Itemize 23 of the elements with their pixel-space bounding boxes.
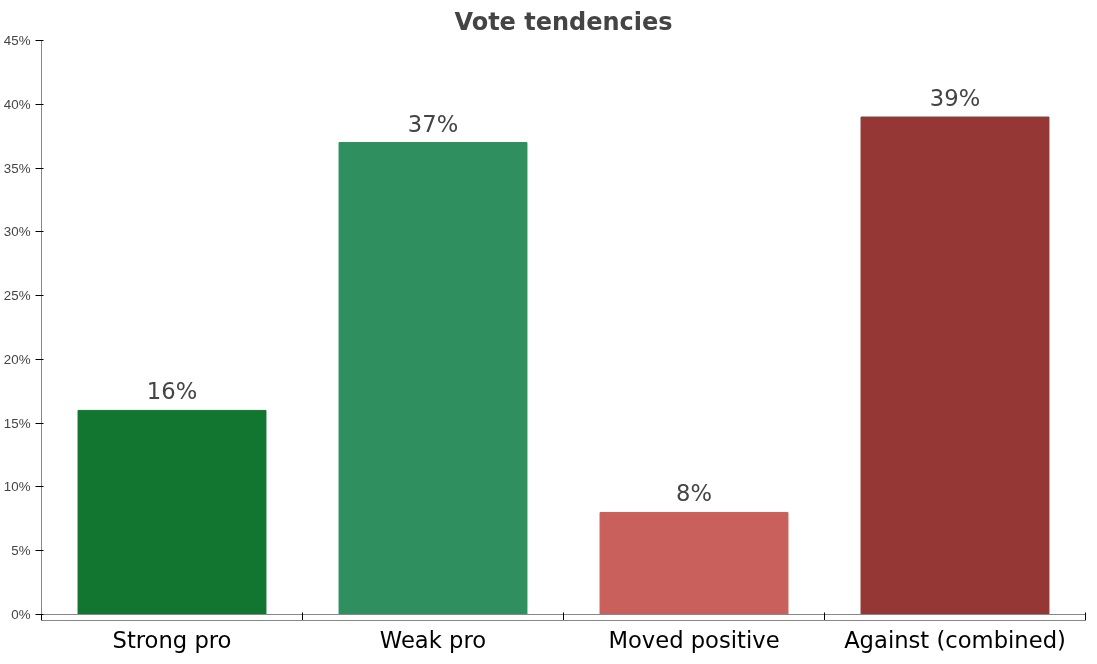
y-tick-label: 10% [3, 479, 31, 495]
y-tick-label: 30% [3, 224, 31, 240]
y-tick-label: 45% [3, 33, 31, 48]
x-tick-label: Against (combined) [844, 626, 1066, 653]
x-tick-label: Moved positive [608, 626, 780, 653]
data-label: 16% [146, 378, 198, 405]
chart-title: Vote tendencies [454, 7, 673, 36]
y-tick-label: 20% [3, 351, 31, 367]
x-tick-label: Weak pro [379, 626, 487, 653]
y-tick-label: 15% [3, 415, 31, 431]
bar [77, 409, 267, 615]
bar [860, 116, 1050, 615]
data-label: 39% [929, 85, 981, 112]
data-label: 8% [676, 480, 712, 507]
y-tick-label: 40% [3, 96, 31, 112]
y-tick-label: 0% [11, 607, 31, 622]
x-tick-label: Strong pro [112, 626, 232, 653]
y-tick-label: 25% [3, 288, 31, 304]
bar [599, 511, 789, 615]
bar [338, 142, 528, 615]
y-tick-label: 5% [11, 543, 31, 559]
y-tick-label: 35% [3, 160, 31, 176]
data-label: 37% [407, 110, 459, 137]
